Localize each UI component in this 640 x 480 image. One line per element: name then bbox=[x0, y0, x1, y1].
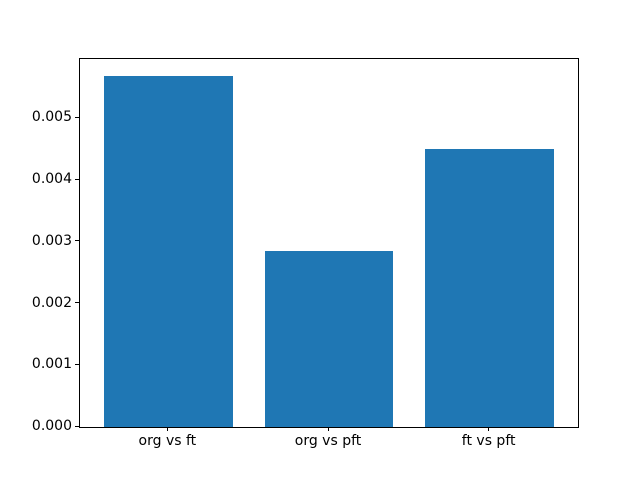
y-tick-label: 0.002 bbox=[31, 294, 72, 311]
y-tick-label: 0.005 bbox=[31, 109, 72, 126]
x-tick-mark bbox=[166, 427, 168, 431]
y-tick-mark bbox=[75, 363, 79, 365]
y-tick-label: 0.003 bbox=[31, 232, 72, 249]
y-tick-label: 0.000 bbox=[31, 418, 72, 434]
bar-ft-vs-pft bbox=[425, 148, 554, 427]
y-tick-mark bbox=[75, 178, 79, 180]
y-tick-mark bbox=[75, 116, 79, 118]
y-tick-mark bbox=[75, 240, 79, 242]
x-tick-label-org-vs-pft: org vs pft bbox=[294, 433, 362, 449]
x-tick-label-org-vs-ft: org vs ft bbox=[138, 433, 197, 449]
y-tick-mark bbox=[75, 302, 79, 303]
x-tick-mark bbox=[327, 427, 329, 431]
x-tick-label-ft-vs-pft: ft vs pft bbox=[461, 433, 516, 449]
y-tick-mark bbox=[75, 425, 79, 427]
x-tick-mark bbox=[488, 427, 490, 431]
bar-org-vs-ft bbox=[104, 76, 233, 427]
y-tick-label: 0.001 bbox=[31, 356, 72, 373]
bar-org-vs-pft bbox=[264, 251, 394, 427]
y-tick-label: 0.004 bbox=[31, 171, 72, 188]
plot-area bbox=[79, 58, 579, 428]
